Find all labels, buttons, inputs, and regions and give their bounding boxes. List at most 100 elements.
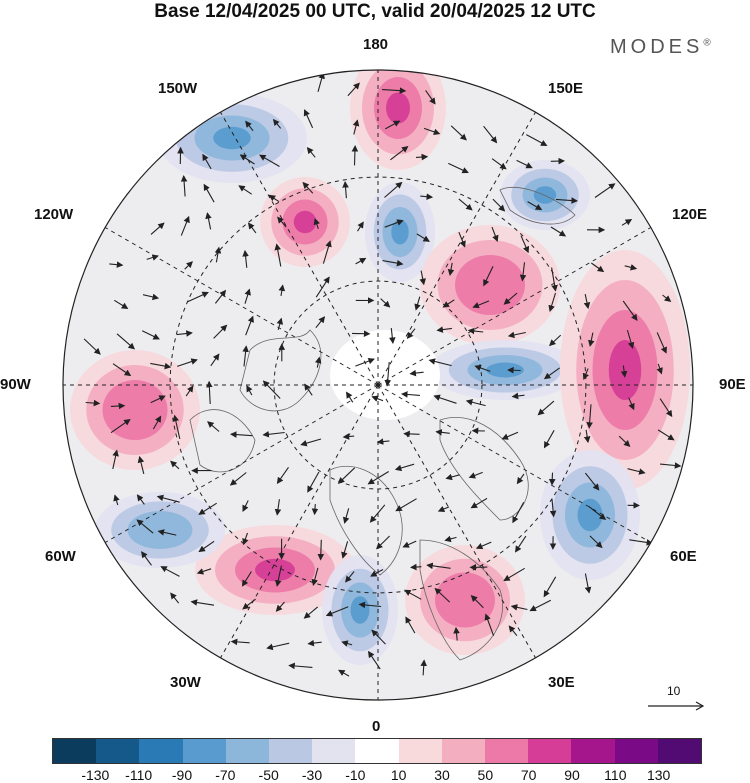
wind-arrow <box>276 317 284 331</box>
wind-arrow <box>656 332 667 354</box>
wind-arrow <box>314 356 322 368</box>
wind-arrow <box>448 162 469 174</box>
wind-arrow <box>337 467 356 484</box>
wind-arrow <box>198 540 215 553</box>
anomaly-canada-low <box>127 511 193 549</box>
wind-arrow <box>230 431 253 438</box>
wind-arrow <box>588 332 595 347</box>
wind-arrow <box>444 535 457 543</box>
wind-arrow <box>470 595 484 609</box>
wind-arrow <box>437 505 450 513</box>
wind-arrow <box>112 363 132 377</box>
wind-arrow <box>550 226 567 237</box>
wind-arrow <box>659 398 673 418</box>
wind-arrow <box>275 601 285 612</box>
colorbar-cell <box>53 739 97 763</box>
wind-arrow <box>492 198 506 212</box>
label-0: 0 <box>372 718 381 735</box>
wind-arrow <box>435 429 450 436</box>
wind-arrow <box>241 571 252 587</box>
wind-arrow <box>583 429 591 444</box>
wind-arrow <box>150 395 166 404</box>
wind-arrow <box>152 415 162 430</box>
wind-arrow <box>196 568 212 575</box>
wind-vectors <box>83 72 682 677</box>
colorbar-cell <box>485 739 529 763</box>
anomaly-central-asia-low <box>486 362 524 378</box>
wind-arrow <box>656 363 663 375</box>
wind-arrow <box>205 212 212 230</box>
wind-arrow <box>483 266 494 287</box>
wind-arrow <box>136 494 145 505</box>
anomaly-north-atlantic-low <box>350 596 370 624</box>
wind-arrow <box>657 429 675 441</box>
wind-arrow <box>586 404 593 429</box>
wind-arrow <box>395 498 417 512</box>
wind-arrow <box>313 217 320 229</box>
wind-arrow <box>662 294 672 302</box>
wind-arrow <box>548 472 556 486</box>
wind-arrow <box>384 361 392 387</box>
label-150e: 150E <box>548 80 584 97</box>
colorbar-ticks: -130 -110 -90 -70 -50 -30 -10 10 30 50 70 90 110 130 <box>52 767 702 783</box>
wind-arrow <box>110 402 126 410</box>
wind-arrow <box>214 289 227 304</box>
polar-cap <box>330 330 440 420</box>
label-120e: 120E <box>672 206 708 223</box>
wind-arrow <box>230 638 250 646</box>
anomaly-east-siberia-high <box>293 210 317 234</box>
wind-arrow <box>259 154 280 167</box>
wind-arrow <box>510 604 528 611</box>
wind-arrow <box>170 460 180 470</box>
wind-arrow <box>367 471 389 485</box>
wind-arrow <box>526 134 548 147</box>
wind-arrow <box>414 296 421 311</box>
graticule <box>63 70 693 700</box>
wind-arrow <box>516 159 533 169</box>
colorbar-cell <box>96 739 140 763</box>
wind-arrow <box>416 233 430 242</box>
wind-arrow <box>405 616 416 634</box>
wind-arrow <box>338 669 350 677</box>
colorbar-tick-label: -30 <box>301 767 323 783</box>
wind-arrow <box>447 262 455 276</box>
colorbar-cell <box>182 739 226 763</box>
wind-arrow <box>141 551 152 566</box>
wind-arrow <box>307 471 320 493</box>
wind-arrow <box>345 571 355 583</box>
wind-arrow <box>315 276 330 298</box>
colorbar-tick-label: 110 <box>604 767 627 783</box>
wind-arrow <box>303 109 314 129</box>
wind-arrow <box>475 541 492 550</box>
wind-arrow <box>342 508 350 524</box>
colorbar-tick-label: -50 <box>258 767 279 783</box>
wind-arrow <box>278 284 286 296</box>
wind-arrow <box>549 334 562 347</box>
wind-arrow <box>300 438 322 447</box>
brand-logo: MODES® <box>610 36 715 59</box>
wind-arrow <box>621 219 633 226</box>
wind-arrow <box>85 399 101 407</box>
colorbar-cell <box>139 739 183 763</box>
wind-arrow <box>357 221 364 232</box>
wind-arrow <box>516 473 525 485</box>
wind-arrow <box>242 249 249 268</box>
wind-arrow <box>434 587 451 603</box>
wind-arrow <box>277 216 287 228</box>
wind-arrow <box>156 494 180 503</box>
wind-arrow <box>627 468 646 475</box>
wind-arrow <box>202 153 212 170</box>
label-90e: 90E <box>719 376 746 393</box>
wind-arrow <box>355 257 367 265</box>
wind-arrow <box>503 292 518 305</box>
wind-arrow <box>551 267 558 292</box>
colorbar-cell <box>441 739 486 763</box>
wind-arrow <box>527 201 543 211</box>
colorbar-cell <box>355 739 399 763</box>
wind-arrow <box>198 502 217 515</box>
label-90w: 90W <box>0 376 31 393</box>
wind-arrow <box>213 324 228 339</box>
wind-arrow <box>594 183 616 198</box>
wind-arrow <box>177 358 198 367</box>
